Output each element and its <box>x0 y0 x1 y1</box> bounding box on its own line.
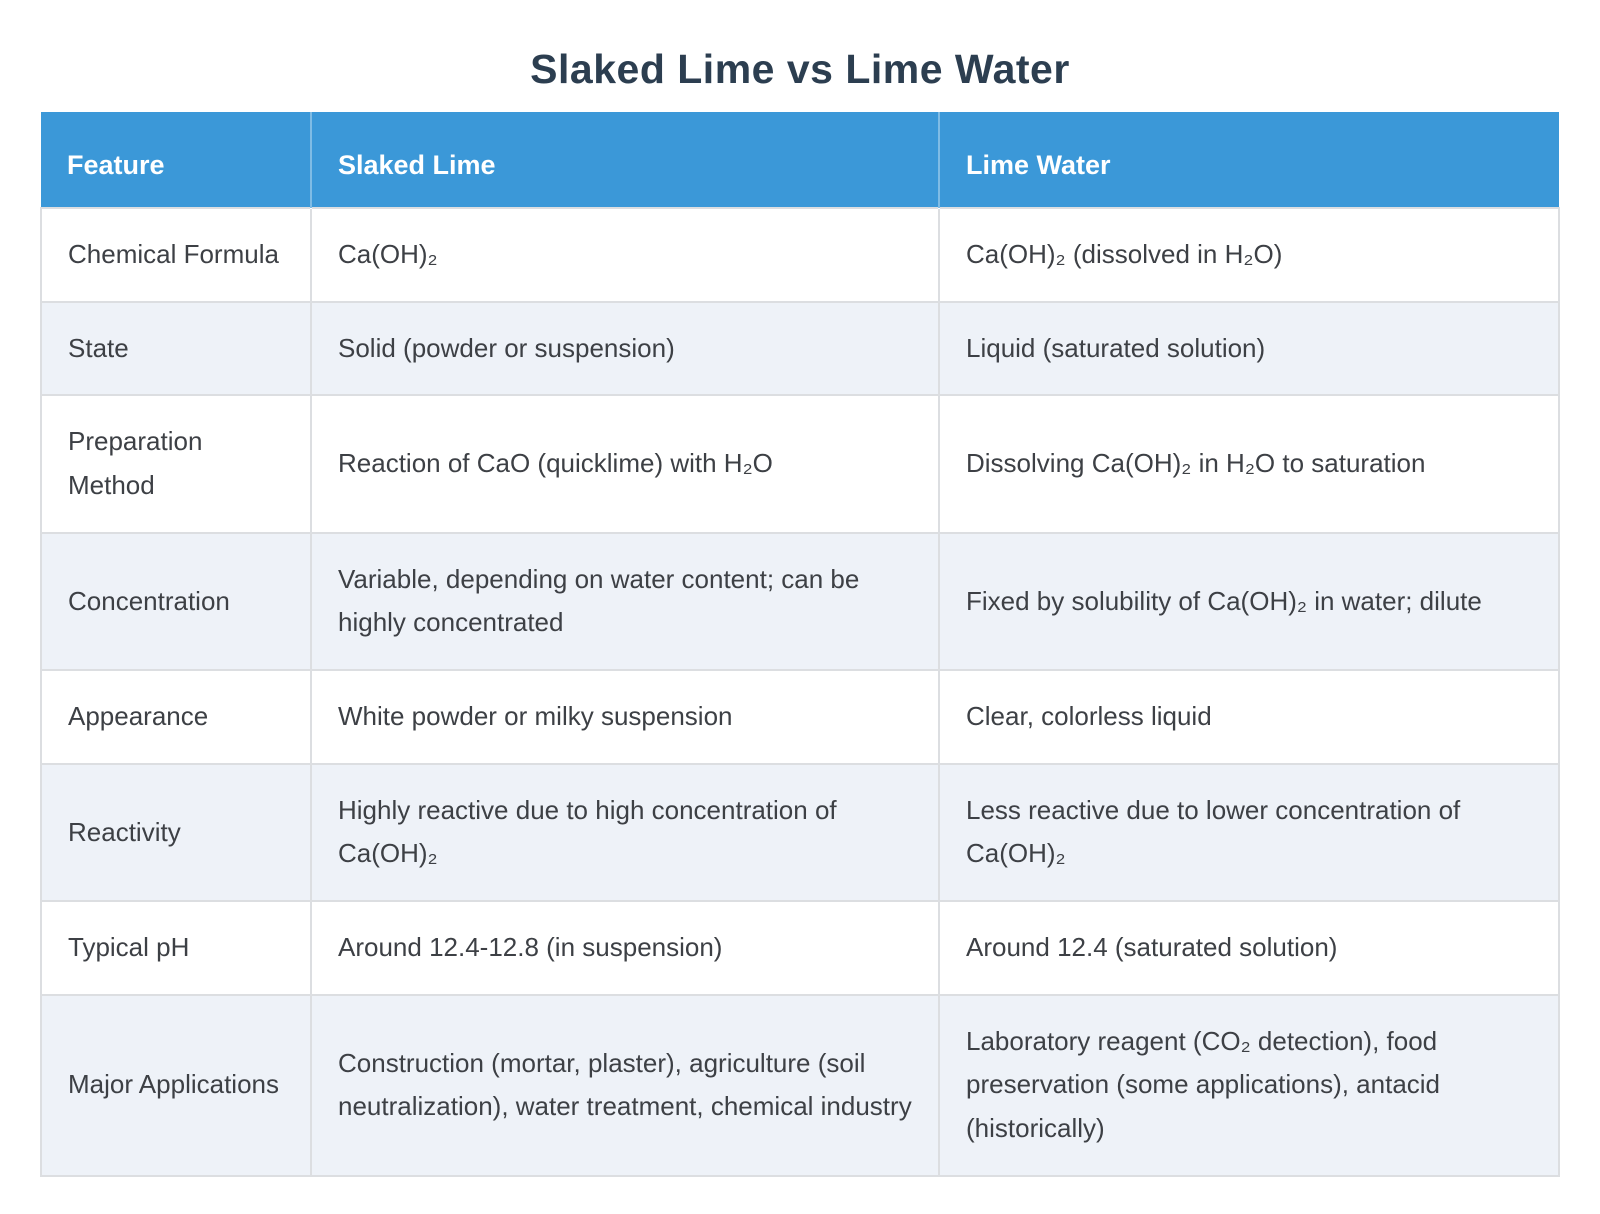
slaked-lime-cell: Ca(OH)₂ <box>310 207 940 303</box>
slaked-lime-cell: Variable, depending on water content; ca… <box>310 531 940 672</box>
lime-water-cell: Dissolving Ca(OH)₂ in H₂O to saturation <box>938 394 1560 534</box>
table-row-typical-ph: Typical pH Around 12.4-12.8 (in suspensi… <box>40 900 1560 996</box>
feature-cell: State <box>40 300 312 397</box>
header-cell-slaked-lime: Slaked Lime <box>311 112 940 208</box>
comparison-table: Feature Slaked Lime Lime Water Chemical … <box>40 112 1560 1177</box>
lime-water-cell: Fixed by solubility of Ca(OH)₂ in water;… <box>938 531 1560 672</box>
lime-water-cell: Clear, colorless liquid <box>938 669 1560 765</box>
header-cell-lime-water: Lime Water <box>939 112 1559 208</box>
table-header-row: Feature Slaked Lime Lime Water <box>41 112 1559 208</box>
table-row-appearance: Appearance White powder or milky suspens… <box>40 669 1560 765</box>
slaked-lime-cell: White powder or milky suspension <box>310 669 940 765</box>
table-row-chemical-formula: Chemical Formula Ca(OH)₂ Ca(OH)₂ (dissol… <box>40 207 1560 303</box>
slaked-lime-cell: Around 12.4-12.8 (in suspension) <box>310 900 940 996</box>
feature-cell: Reactivity <box>40 762 312 903</box>
table-row-state: State Solid (powder or suspension) Liqui… <box>40 300 1560 397</box>
lime-water-cell: Liquid (saturated solution) <box>938 300 1560 397</box>
lime-water-cell: Ca(OH)₂ (dissolved in H₂O) <box>938 207 1560 303</box>
feature-cell: Major Applications <box>40 993 312 1177</box>
slaked-lime-cell: Highly reactive due to high concentratio… <box>310 762 940 903</box>
table-row-reactivity: Reactivity Highly reactive due to high c… <box>40 762 1560 903</box>
lime-water-cell: Laboratory reagent (CO₂ detection), food… <box>938 993 1560 1177</box>
slaked-lime-cell: Construction (mortar, plaster), agricult… <box>310 993 940 1177</box>
feature-cell: Appearance <box>40 669 312 765</box>
lime-water-cell: Less reactive due to lower concentration… <box>938 762 1560 903</box>
header-cell-feature: Feature <box>41 112 312 208</box>
feature-cell: Chemical Formula <box>40 207 312 303</box>
table-row-concentration: Concentration Variable, depending on wat… <box>40 531 1560 672</box>
page-title: Slaked Lime vs Lime Water <box>530 46 1070 92</box>
table-row-major-applications: Major Applications Construction (mortar,… <box>40 993 1560 1177</box>
slaked-lime-cell: Solid (powder or suspension) <box>310 300 940 397</box>
feature-cell: Preparation Method <box>40 394 312 534</box>
feature-cell: Typical pH <box>40 900 312 996</box>
table-row-preparation-method: Preparation Method Reaction of CaO (quic… <box>40 394 1560 534</box>
slaked-lime-cell: Reaction of CaO (quicklime) with H₂O <box>310 394 940 534</box>
lime-water-cell: Around 12.4 (saturated solution) <box>938 900 1560 996</box>
feature-cell: Concentration <box>40 531 312 672</box>
